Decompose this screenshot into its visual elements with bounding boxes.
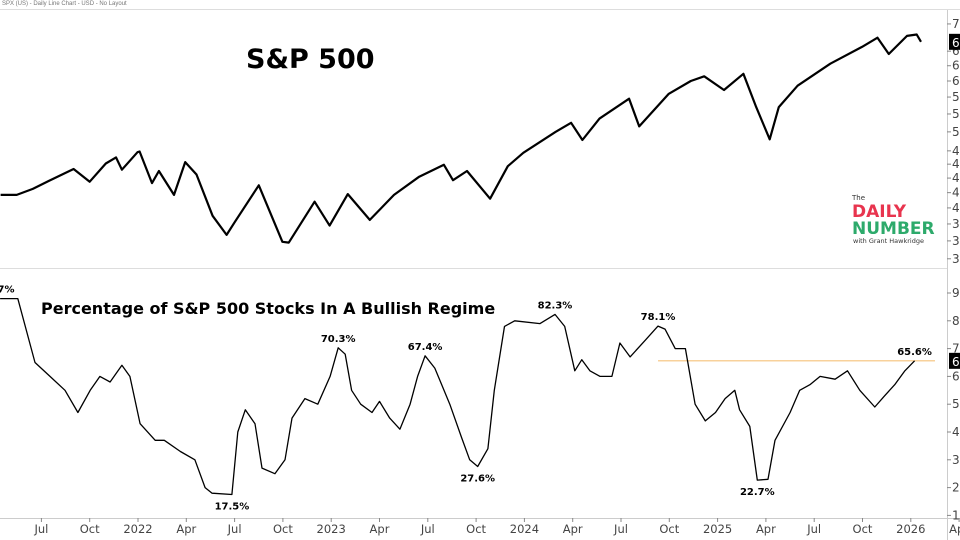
y-tick-label: 4600 (952, 157, 960, 171)
x-tick-label: Jul (227, 522, 242, 536)
y-tick-label: 40 (952, 425, 960, 439)
y-tick-label: 30 (952, 453, 960, 467)
peak-trough-label: 70.3% (321, 334, 356, 345)
y-tick-label: 10 (952, 508, 960, 522)
y-tick-label: 70 (952, 342, 960, 356)
x-tick-label: Jul (420, 522, 435, 536)
x-tick-label: Oct (80, 522, 100, 536)
bullish-regime-line (0, 297, 916, 496)
current-value-label: 6800 (952, 36, 960, 50)
peak-trough-label: 78.1% (641, 312, 676, 323)
y-tick-label: 4400 (952, 171, 960, 185)
x-tick-label: Oct (466, 522, 486, 536)
y-tick-label: 3800 (952, 217, 960, 231)
logo-line-2: DAILY (852, 202, 907, 222)
y-tick-label: 4000 (952, 201, 960, 215)
peak-trough-label: 22.7% (740, 487, 775, 498)
x-tick-label: Apr (756, 522, 776, 536)
x-tick-label: Apr (370, 522, 390, 536)
y-tick-label: 7200 (952, 17, 960, 31)
spx-price-line (0, 33, 922, 244)
logo-line-1: The (851, 194, 865, 202)
peak-trough-label: 27.6% (460, 473, 495, 484)
logo-line-3: NUMBER (852, 219, 935, 239)
bottom-y-axis: 90 80 70 60 50 40 30 20 10 65.6 (947, 286, 960, 522)
x-tick-label: Oct (853, 522, 873, 536)
x-tick-label: Jul (33, 522, 48, 536)
annotations: 87% 17.5% 70.3% 67.4% 27.6% 82.3% 78.1% 22.7% 65… (0, 285, 932, 513)
peak-trough-label: 67.4% (408, 342, 443, 353)
peak-trough-label: 65.6% (897, 347, 932, 358)
y-tick-label: 3400 (952, 252, 960, 266)
y-tick-label: 20 (952, 481, 960, 495)
current-value-label: 65.6 (952, 355, 960, 369)
x-tick-label: 2026 (896, 522, 925, 536)
x-tick-label: 2024 (510, 522, 539, 536)
x-tick-label: 2025 (703, 522, 732, 536)
logo-line-4: with Grant Hawkridge (853, 237, 924, 245)
y-tick-label: 3600 (952, 234, 960, 248)
x-tick-label: Jul (806, 522, 821, 536)
y-tick-label: 50 (952, 397, 960, 411)
top-chart-title: S&P 500 (246, 44, 375, 75)
x-axis: Jul Oct 2022 Apr Jul Oct 2023 Apr Jul Oct 2024 Apr J… (33, 518, 960, 536)
peak-trough-label: 17.5% (215, 502, 250, 513)
x-tick-label: Oct (273, 522, 293, 536)
x-tick-label: Apr (176, 522, 196, 536)
x-tick-label: Oct (659, 522, 679, 536)
y-tick-label: 6000 (952, 74, 960, 88)
peak-trough-label: 82.3% (538, 300, 573, 311)
current-value-marker (949, 33, 960, 50)
y-tick-label: 90 (952, 286, 960, 300)
x-tick-label: Jul (613, 522, 628, 536)
y-tick-label: 80 (952, 314, 960, 328)
y-tick-label: 60 (952, 369, 960, 383)
peak-trough-label: 87% (0, 285, 14, 296)
x-tick-label: Apr (949, 522, 960, 536)
daily-number-logo: The DAILY NUMBER with Grant Hawkridge (851, 194, 935, 245)
x-tick-label: Apr (563, 522, 583, 536)
y-tick-label: 6600 (952, 44, 960, 58)
x-tick-label: 2023 (317, 522, 346, 536)
y-tick-label: 4200 (952, 186, 960, 200)
x-tick-label: 2022 (123, 522, 152, 536)
y-tick-label: 6300 (952, 59, 960, 73)
current-value-marker (949, 352, 960, 369)
top-y-axis: 7200 660063006000 5700 5400 5100 480046004400… (947, 17, 960, 266)
bottom-chart-title: Percentage of S&P 500 Stocks In A Bullis… (41, 299, 495, 318)
y-tick-label: 5400 (952, 107, 960, 121)
y-tick-label: 5700 (952, 90, 960, 104)
y-tick-label: 4800 (952, 144, 960, 158)
y-tick-label: 5100 (952, 125, 960, 139)
chart-header: SPX (US) - Daily Line Chart - USD - No L… (2, 1, 127, 7)
